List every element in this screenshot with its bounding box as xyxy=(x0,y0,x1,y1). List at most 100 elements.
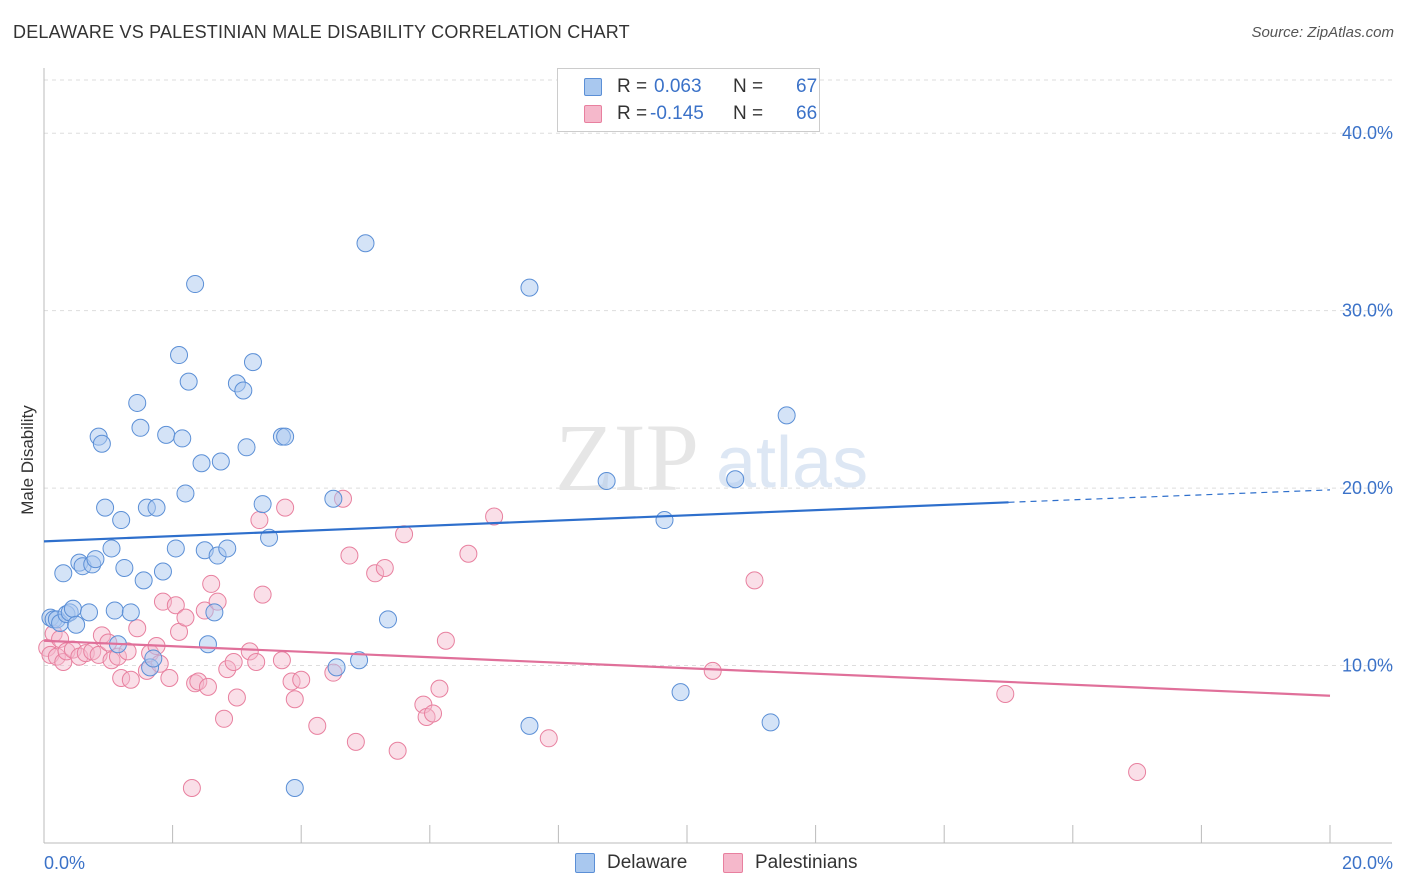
delaware-point xyxy=(211,452,230,471)
palestinians-point xyxy=(436,631,455,650)
delaware-point xyxy=(253,495,272,514)
palestinians-point xyxy=(395,525,414,544)
delaware-point xyxy=(237,438,256,457)
palestinians-point xyxy=(745,571,764,590)
palestinians-point xyxy=(272,651,291,670)
delaware-point xyxy=(173,429,192,448)
delaware-point xyxy=(131,418,150,437)
palestinians-point xyxy=(202,574,221,593)
delaware-point xyxy=(86,550,105,569)
delaware-point xyxy=(112,511,131,530)
watermark-zip: ZIP xyxy=(555,404,699,511)
palestinians-point xyxy=(218,660,237,679)
palestinians-point xyxy=(54,653,73,672)
delaware-point xyxy=(520,278,539,297)
palestinians-point xyxy=(224,653,243,672)
trend-lines xyxy=(43,489,1331,697)
palestinians-swatch xyxy=(584,105,602,123)
correlation-legend: R = 0.063 N = 67 R = -0.145 N = 66 xyxy=(557,68,820,132)
palestinians-point xyxy=(1128,763,1147,782)
delaware-point xyxy=(186,275,205,294)
y-tick-label: 20.0% xyxy=(1342,478,1393,498)
delaware-point xyxy=(379,610,398,629)
palestinians-point xyxy=(182,778,201,797)
palestinians-point xyxy=(375,558,394,577)
delaware-point xyxy=(324,489,343,508)
delaware-point xyxy=(327,658,346,677)
delaware-point xyxy=(671,683,690,702)
delaware-point xyxy=(726,470,745,489)
palestinians-point xyxy=(430,679,449,698)
delaware-swatch xyxy=(584,78,602,96)
delaware-point xyxy=(218,539,237,558)
delaware-point xyxy=(170,346,189,365)
palestinians-points xyxy=(38,489,1147,797)
delaware-point xyxy=(105,601,124,620)
delaware-point xyxy=(128,393,147,412)
delaware-point xyxy=(144,649,163,668)
watermark: ZIP atlas xyxy=(555,404,868,511)
palestinians-swatch xyxy=(723,853,743,873)
delaware-point xyxy=(243,353,262,372)
delaware-point xyxy=(356,234,375,253)
delaware-point xyxy=(276,427,295,446)
delaware-point xyxy=(67,615,86,634)
delaware-point xyxy=(92,434,111,453)
palestinians-point xyxy=(227,688,246,707)
palestinians-point xyxy=(128,619,147,638)
palestinians-point xyxy=(424,704,443,723)
palestinians-point xyxy=(160,668,179,687)
palestinians-point xyxy=(215,709,234,728)
palestinians-point xyxy=(292,670,311,689)
palestinians-point xyxy=(340,546,359,565)
palestinians-point xyxy=(485,507,504,526)
palestinians-point xyxy=(308,716,327,735)
n-label: N = xyxy=(733,76,764,97)
delaware-point xyxy=(157,425,176,444)
x-tick-label-min: 0.0% xyxy=(44,853,85,873)
palestinians-point xyxy=(346,732,365,751)
palestinians-point xyxy=(539,729,558,748)
delaware-point xyxy=(80,603,99,622)
palestinians-point xyxy=(247,653,266,672)
r-value: 0.063 xyxy=(654,76,702,97)
delaware-point xyxy=(166,539,185,558)
delaware-point xyxy=(147,498,166,517)
delaware-trend-line xyxy=(43,501,1009,543)
chart-title: DELAWARE VS PALESTINIAN MALE DISABILITY … xyxy=(13,22,630,42)
palestinians-point xyxy=(121,670,140,689)
y-tick-label: 30.0% xyxy=(1342,301,1393,321)
delaware-point xyxy=(121,603,140,622)
r-label: R = xyxy=(617,103,648,124)
palestinians-point xyxy=(459,544,478,563)
delaware-point xyxy=(134,571,153,590)
palestinians-point xyxy=(176,608,195,627)
palestinians-point xyxy=(366,564,385,583)
delaware-point xyxy=(179,372,198,391)
y-tick-label: 10.0% xyxy=(1342,656,1393,676)
delaware-point xyxy=(63,599,82,618)
n-value: 67 xyxy=(796,76,818,97)
palestinians-point xyxy=(285,690,304,709)
palestinians-point xyxy=(198,677,217,696)
palestinians-point xyxy=(166,596,185,615)
grid-layer xyxy=(44,79,1392,667)
palestinians-point xyxy=(703,661,722,680)
palestinians-point xyxy=(996,684,1015,703)
palestinians-point xyxy=(240,642,259,661)
watermark-atlas: atlas xyxy=(716,423,868,503)
axis-layer xyxy=(43,68,1392,844)
x-tick-label-max: 20.0% xyxy=(1342,853,1393,873)
delaware-point xyxy=(198,635,217,654)
palestinians-point xyxy=(253,585,272,604)
delaware-point xyxy=(285,778,304,797)
y-tick-label: 40.0% xyxy=(1342,123,1393,143)
delaware-point xyxy=(350,651,369,670)
delaware-point xyxy=(761,713,780,732)
delaware-point xyxy=(260,528,279,547)
delaware-point xyxy=(192,454,211,473)
delaware-point xyxy=(520,716,539,735)
delaware-point xyxy=(102,539,121,558)
delaware-point xyxy=(205,603,224,622)
